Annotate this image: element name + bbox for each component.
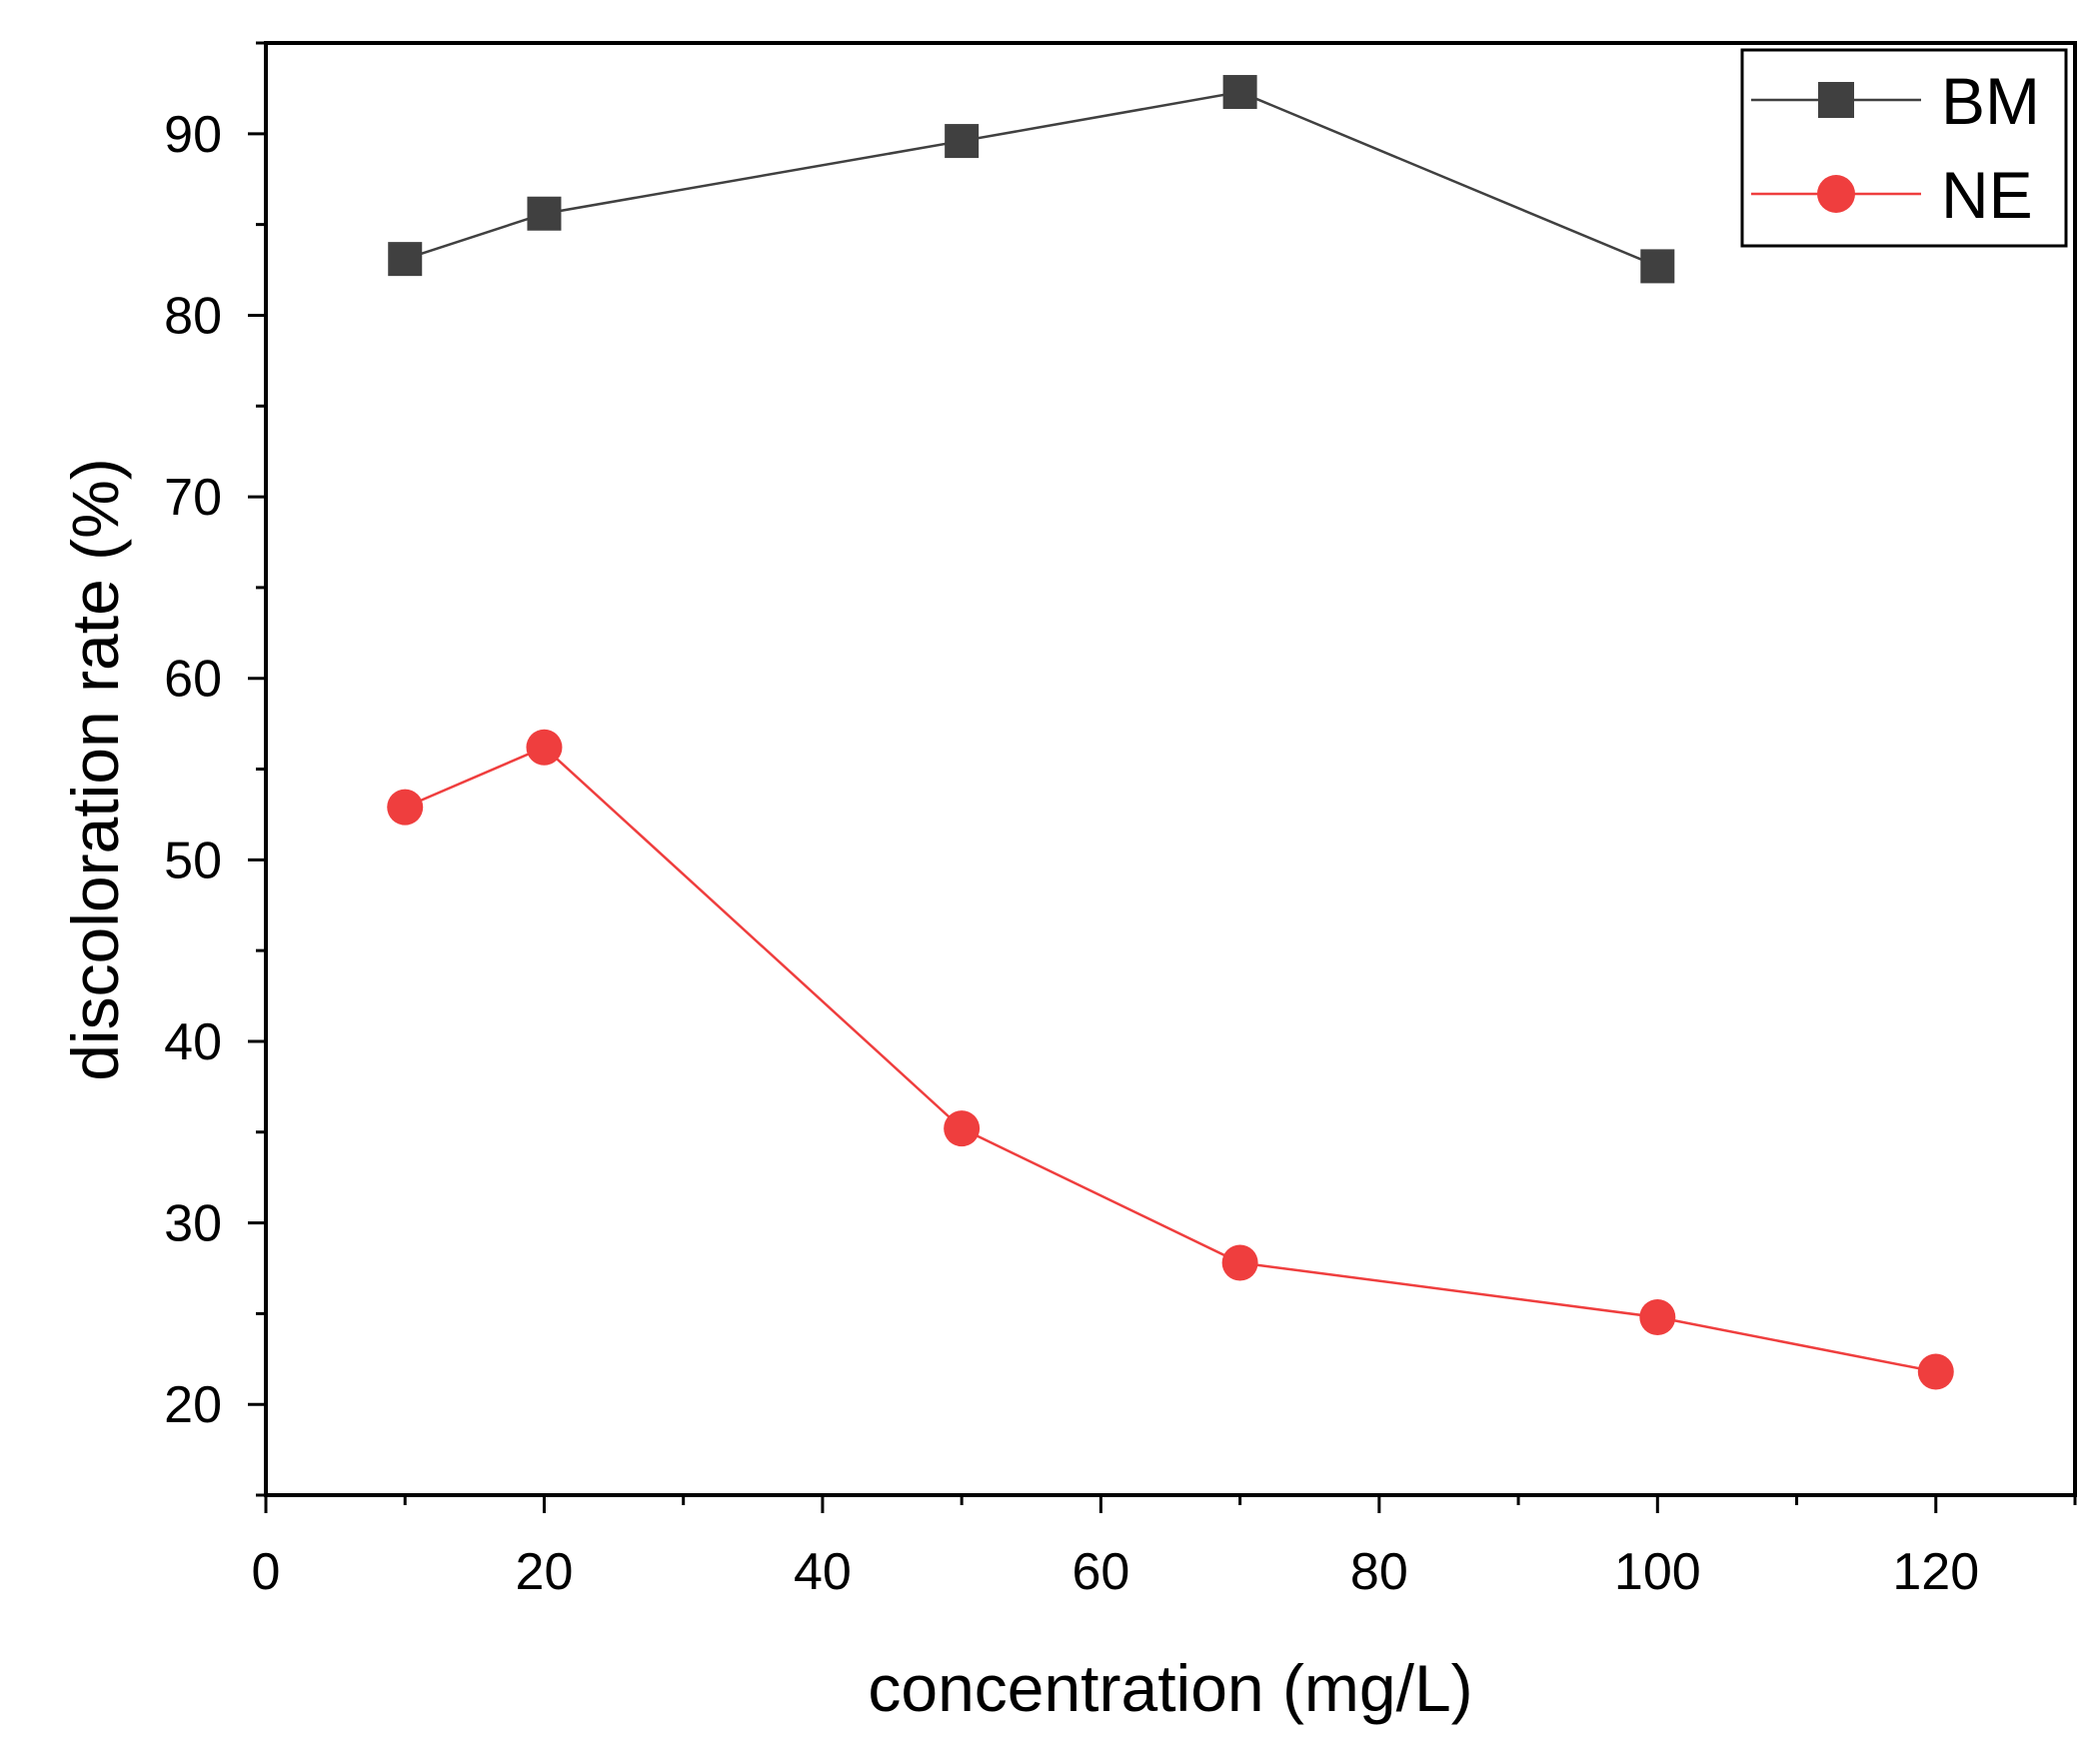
ticks-layer: 0 20 40 60 80 100 120 20 30 40 50 60 70 80 90	[164, 41, 2077, 1601]
data-point-ne	[387, 789, 424, 826]
series-layer	[387, 75, 1954, 1390]
x-tick-label: 60	[1071, 1543, 1129, 1601]
legend-label-ne: NE	[1941, 158, 2033, 232]
data-point-bm	[527, 196, 562, 231]
y-tick-label: 90	[164, 106, 222, 164]
y-tick-label: 20	[164, 1376, 222, 1434]
data-point-bm	[388, 242, 423, 277]
y-axis-title: discoloration rate (%)	[58, 458, 132, 1081]
legend-marker-bm	[1818, 82, 1854, 118]
x-tick-label: 40	[794, 1543, 852, 1601]
data-point-bm	[1640, 249, 1675, 284]
x-tick-label: 20	[516, 1543, 574, 1601]
data-point-ne	[526, 729, 563, 766]
y-tick-label: 60	[164, 651, 222, 709]
data-point-bm	[945, 124, 980, 159]
x-tick-label: 120	[1892, 1543, 1979, 1601]
series-line-ne	[404, 746, 1937, 1373]
data-point-bm	[1222, 75, 1257, 110]
y-tick-label: 70	[164, 469, 222, 527]
x-axis-title: concentration (mg/L)	[868, 1651, 1472, 1725]
data-point-ne	[1917, 1353, 1954, 1390]
y-tick-label: 40	[164, 1013, 222, 1071]
x-tick-label: 80	[1350, 1543, 1408, 1601]
axes-layer	[264, 41, 2077, 1497]
y-tick-label: 30	[164, 1195, 222, 1253]
x-tick-label: 0	[252, 1543, 281, 1601]
y-tick-label: 80	[164, 287, 222, 345]
x-tick-label: 100	[1614, 1543, 1701, 1601]
data-point-ne	[1639, 1299, 1676, 1336]
series-line-bm	[404, 90, 1658, 268]
data-point-ne	[944, 1110, 981, 1147]
legend: BM NE	[1740, 48, 2068, 248]
legend-marker-ne	[1817, 175, 1855, 213]
data-point-ne	[1221, 1244, 1258, 1281]
legend-box	[1740, 48, 2068, 248]
y-tick-label: 50	[164, 832, 222, 889]
legend-label-bm: BM	[1941, 64, 2040, 138]
